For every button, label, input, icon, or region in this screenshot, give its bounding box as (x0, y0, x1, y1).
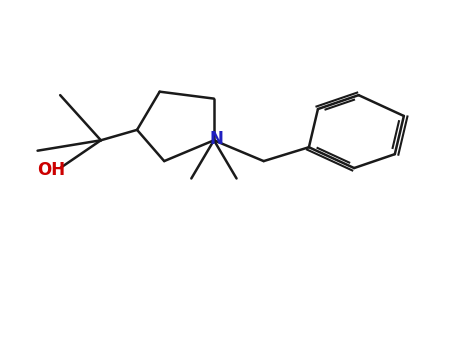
Text: OH: OH (37, 161, 65, 179)
Text: N: N (209, 130, 223, 148)
